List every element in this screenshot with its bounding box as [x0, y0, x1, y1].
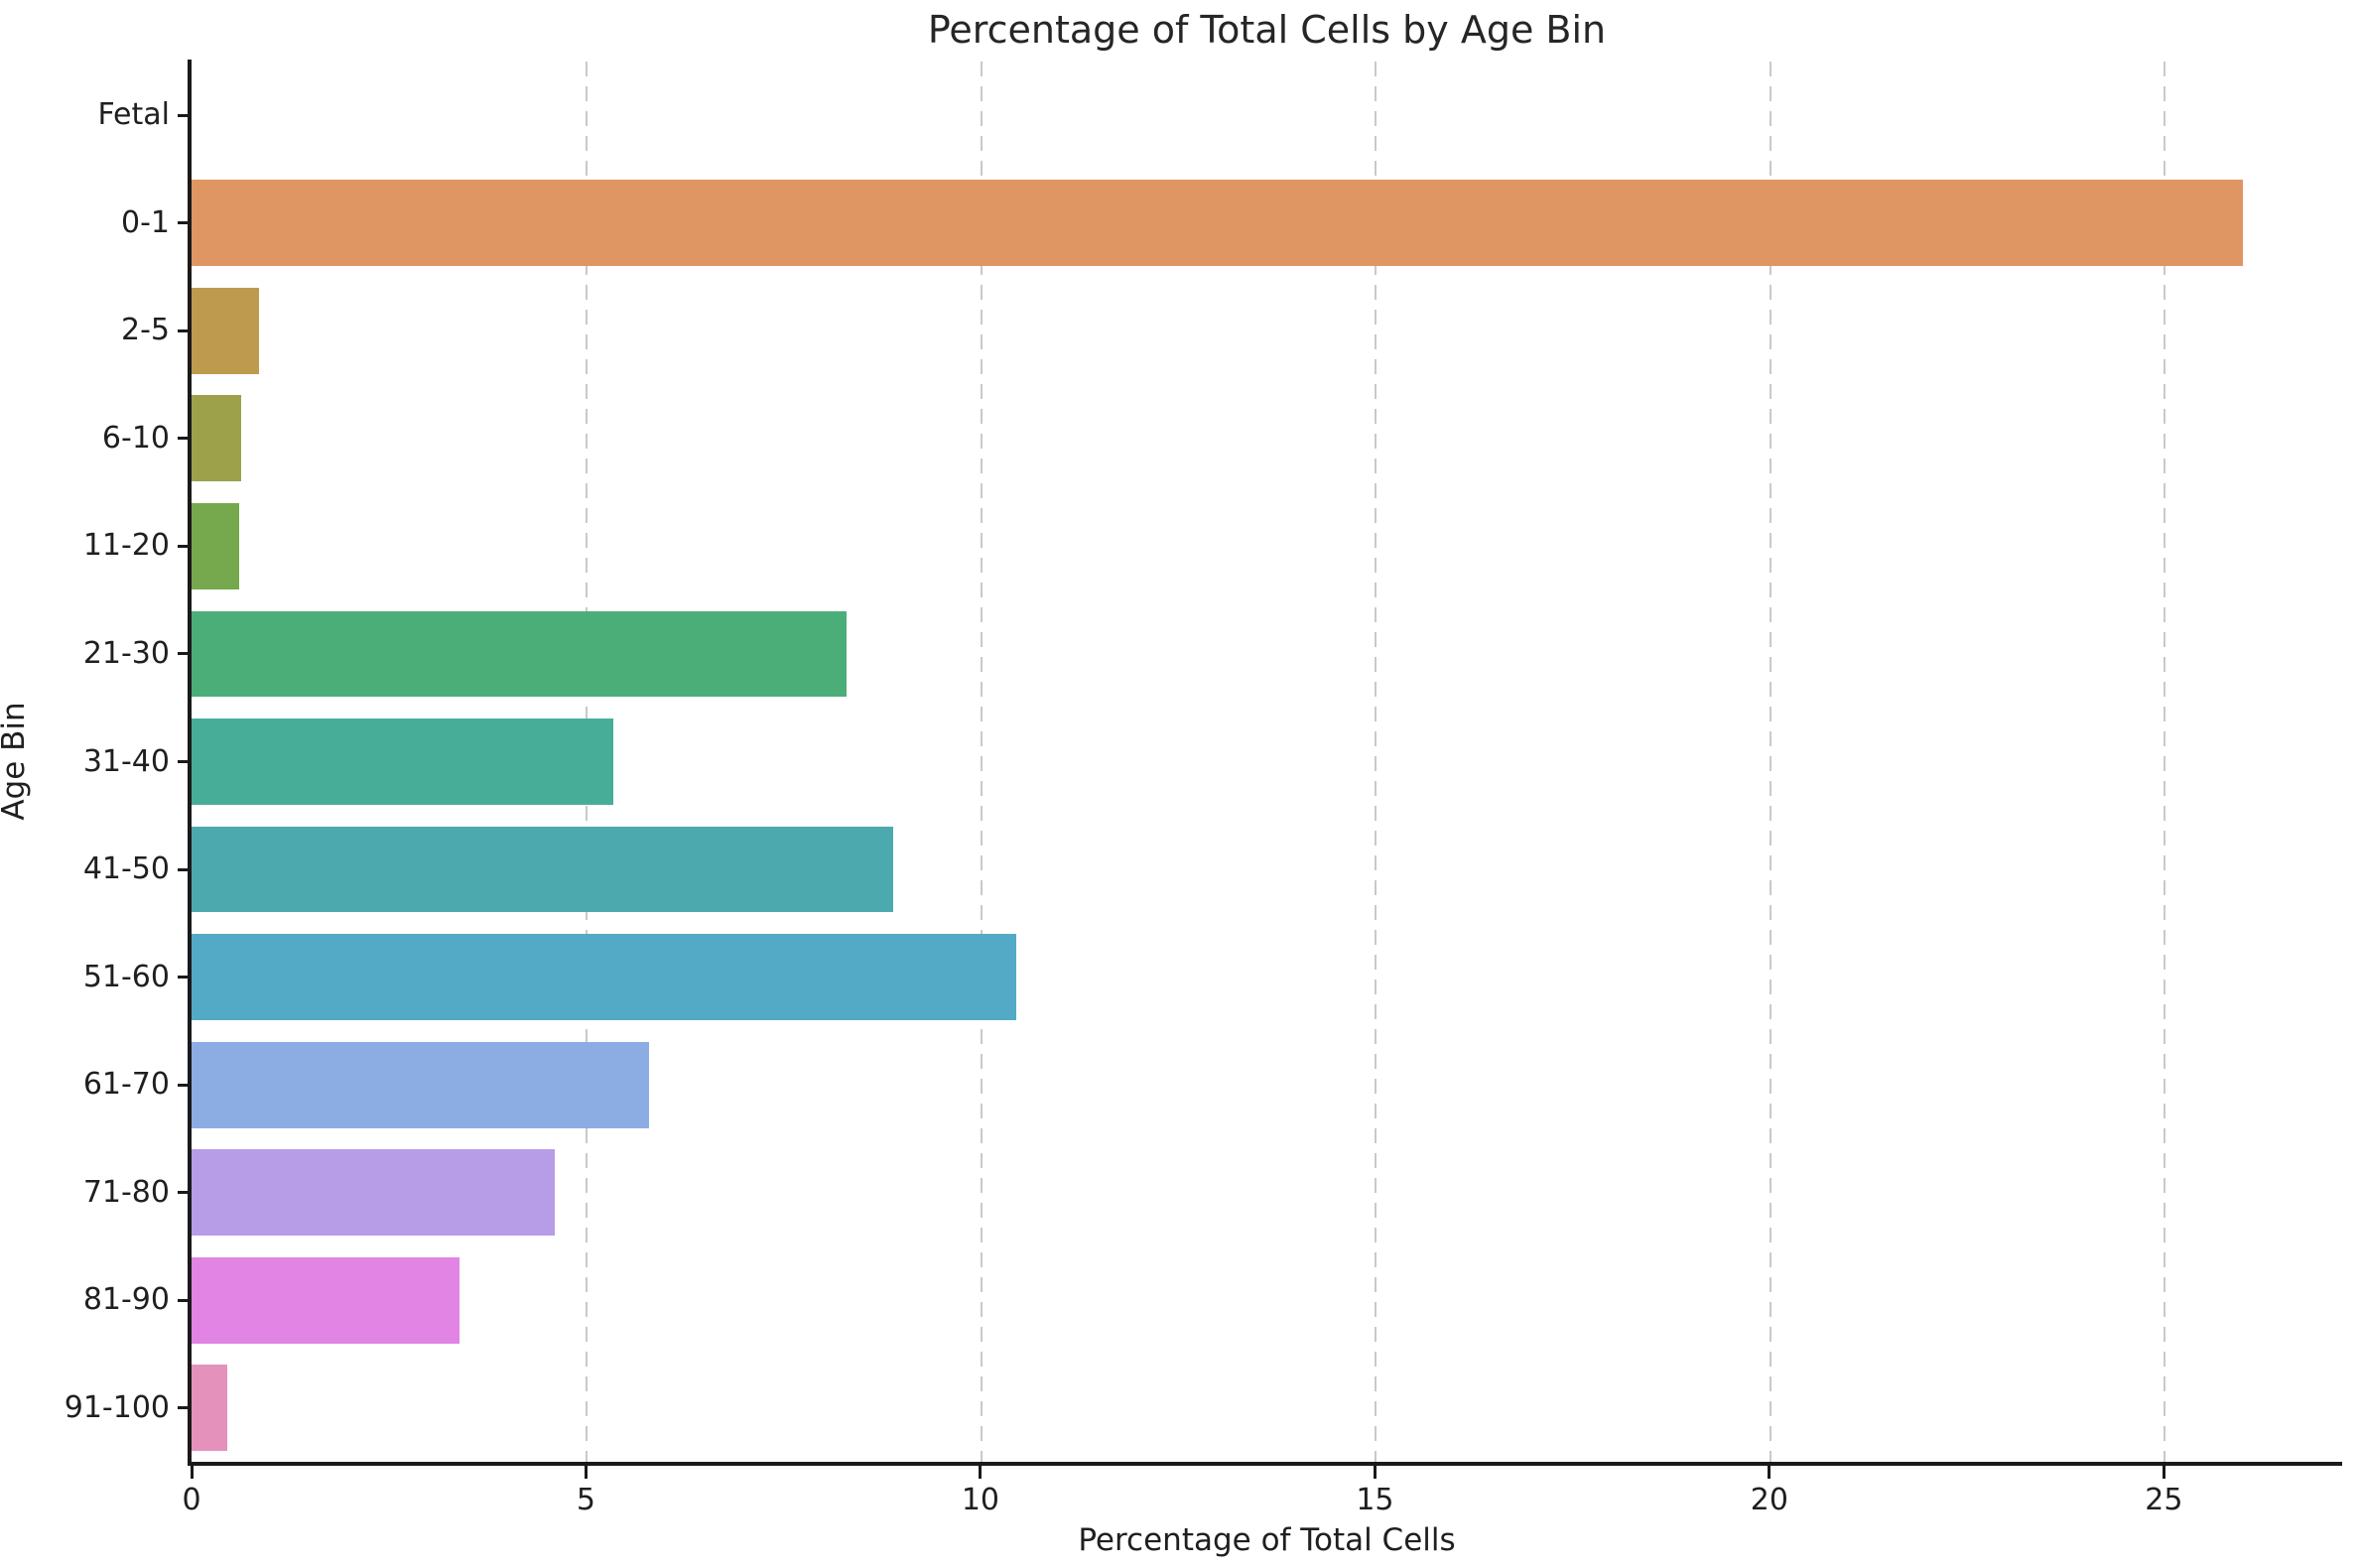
bar-0-1: [192, 180, 2243, 267]
bar-row-21-30: [192, 600, 2342, 709]
y-tick-mark-31-40: [178, 760, 192, 763]
bar-row-71-80: [192, 1138, 2342, 1246]
gridline-x-15: [1375, 62, 1377, 1462]
y-tick-label-21-30: 21-30: [82, 635, 170, 671]
bar-row-6-10: [192, 385, 2342, 493]
bar-31-40: [192, 719, 614, 805]
y-tick-label-41-50: 41-50: [82, 851, 170, 887]
x-tick-mark-15: [1373, 1466, 1377, 1479]
x-tick-label-5: 5: [576, 1483, 596, 1517]
x-tick-mark-20: [1768, 1466, 1771, 1479]
bar-row-91-100: [192, 1354, 2342, 1462]
gridline-x-20: [1769, 62, 1771, 1462]
y-tick-label-6-10: 6-10: [101, 420, 170, 456]
bar-row-0-1: [192, 170, 2342, 278]
bar-11-20: [192, 502, 239, 589]
y-tick-mark-71-80: [178, 1191, 192, 1195]
bar-row-31-40: [192, 708, 2342, 816]
bar-21-30: [192, 610, 847, 698]
y-tick-label-51-60: 51-60: [82, 959, 170, 994]
bar-row-11-20: [192, 492, 2342, 600]
y-tick-label-81-90: 81-90: [82, 1282, 170, 1318]
x-axis-label: Percentage of Total Cells: [1078, 1522, 1456, 1558]
y-tick-mark-61-70: [178, 1083, 192, 1087]
y-tick-label-Fetal: Fetal: [97, 97, 170, 133]
y-tick-mark-11-20: [178, 544, 192, 548]
bar-row-51-60: [192, 923, 2342, 1031]
y-tick-mark-91-100: [178, 1406, 192, 1410]
x-tick-mark-10: [979, 1466, 983, 1479]
y-tick-label-71-80: 71-80: [82, 1174, 170, 1210]
x-tick-label-0: 0: [182, 1483, 201, 1517]
x-axis-spine: [188, 1462, 2342, 1466]
y-tick-mark-21-30: [178, 652, 192, 656]
x-tick-label-15: 15: [1356, 1483, 1394, 1517]
y-tick-label-11-20: 11-20: [82, 528, 170, 564]
y-tick-label-91-100: 91-100: [64, 1389, 170, 1425]
plot-area: [192, 62, 2342, 1462]
y-tick-mark-6-10: [178, 437, 192, 441]
bar-6-10: [192, 395, 242, 482]
x-tick-label-20: 20: [1750, 1483, 1788, 1517]
bar-71-80: [192, 1149, 555, 1237]
y-tick-mark-41-50: [178, 867, 192, 871]
bar-41-50: [192, 826, 894, 913]
y-tick-mark-51-60: [178, 976, 192, 980]
y-tick-label-31-40: 31-40: [82, 743, 170, 779]
x-tick-mark-25: [2162, 1466, 2165, 1479]
y-tick-label-2-5: 2-5: [121, 313, 170, 348]
bar-row-41-50: [192, 816, 2342, 924]
y-tick-label-0-1: 0-1: [121, 204, 170, 240]
gridline-x-25: [2164, 62, 2166, 1462]
bar-61-70: [192, 1041, 650, 1128]
bar-row-Fetal: [192, 62, 2342, 170]
x-tick-label-25: 25: [2145, 1483, 2183, 1517]
bar-91-100: [192, 1365, 227, 1452]
bar-51-60: [192, 934, 1016, 1020]
bar-81-90: [192, 1256, 460, 1344]
bar-2-5: [192, 287, 259, 374]
y-tick-mark-Fetal: [178, 113, 192, 117]
bar-row-81-90: [192, 1246, 2342, 1355]
bar-row-61-70: [192, 1031, 2342, 1139]
y-tick-mark-81-90: [178, 1298, 192, 1302]
x-tick-label-10: 10: [961, 1483, 1000, 1517]
bar-row-2-5: [192, 277, 2342, 385]
x-tick-mark-0: [190, 1466, 194, 1479]
y-tick-mark-2-5: [178, 328, 192, 332]
chart-title: Percentage of Total Cells by Age Bin: [927, 8, 1607, 52]
y-tick-label-61-70: 61-70: [82, 1067, 170, 1103]
x-tick-mark-5: [584, 1466, 588, 1479]
y-tick-mark-0-1: [178, 221, 192, 225]
gridline-x-10: [980, 62, 983, 1462]
